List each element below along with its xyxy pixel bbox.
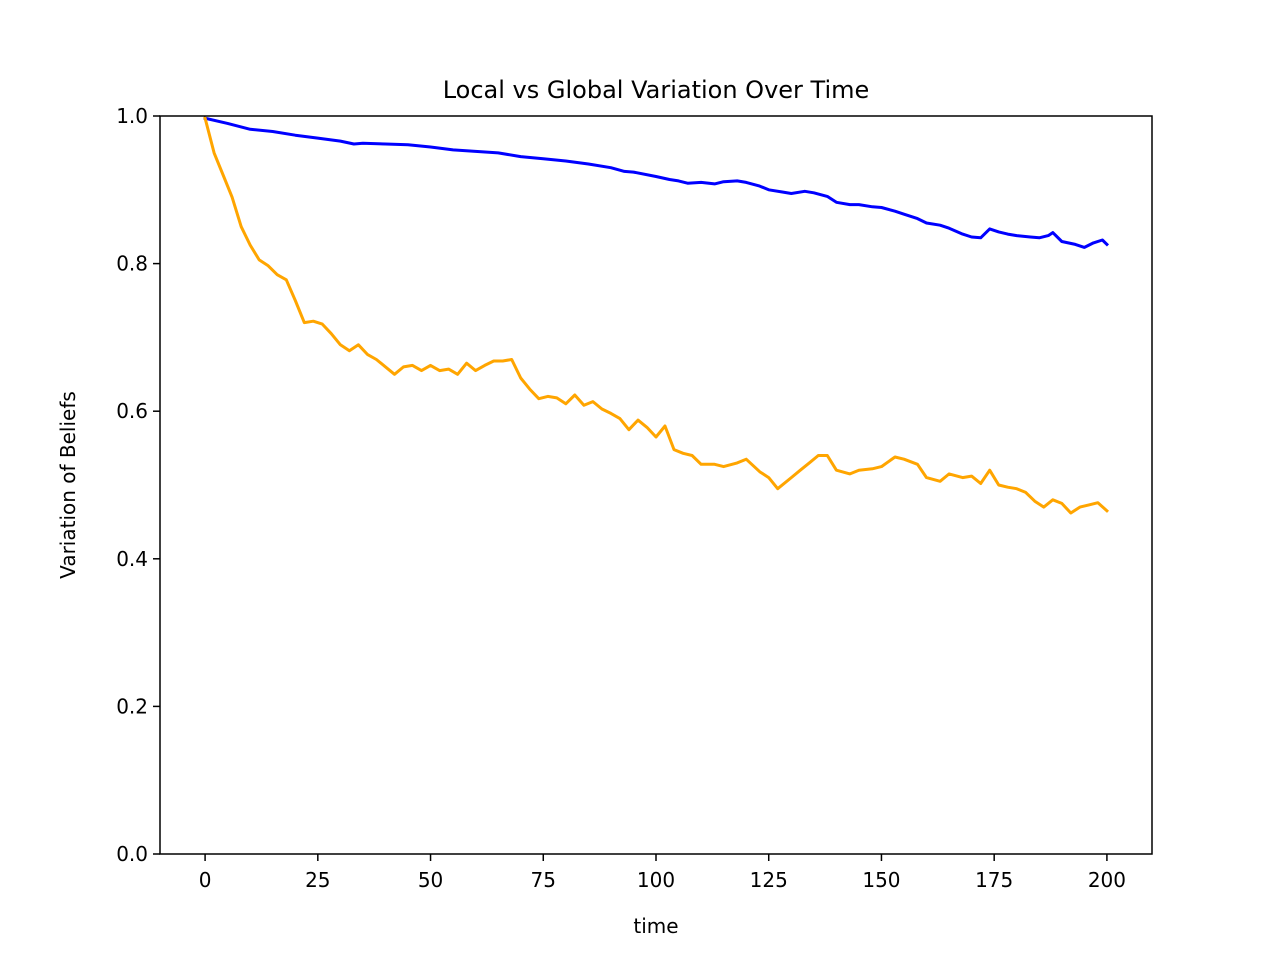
x-axis: 0 25 50 75 100 125 150 175 200: [199, 854, 1126, 892]
x-tick-label: 125: [750, 868, 788, 892]
y-tick-label: 0.6: [116, 399, 148, 423]
x-tick-label: 100: [637, 868, 675, 892]
series-line-1: [203, 116, 1110, 249]
y-axis-title: Variation of Beliefs: [56, 391, 80, 579]
x-tick-label: 0: [199, 868, 212, 892]
y-tick-label: 0.0: [116, 842, 148, 866]
x-tick-label: 200: [1088, 868, 1126, 892]
x-tick-label: 75: [531, 868, 556, 892]
y-tick-label: 0.8: [116, 252, 148, 276]
series-layer: [203, 116, 1110, 515]
x-tick-label: 25: [305, 868, 330, 892]
y-tick-label: 0.4: [116, 547, 148, 571]
series-line-2: [203, 116, 1110, 515]
y-axis: 0.0 0.2 0.4 0.6 0.8 1.0: [116, 104, 160, 866]
x-tick-label: 50: [418, 868, 443, 892]
y-tick-label: 1.0: [116, 104, 148, 128]
x-tick-label: 175: [975, 868, 1013, 892]
x-axis-title: time: [633, 914, 678, 938]
x-tick-label: 150: [862, 868, 900, 892]
y-tick-label: 0.2: [116, 694, 148, 718]
chart-title: Local vs Global Variation Over Time: [443, 76, 870, 104]
